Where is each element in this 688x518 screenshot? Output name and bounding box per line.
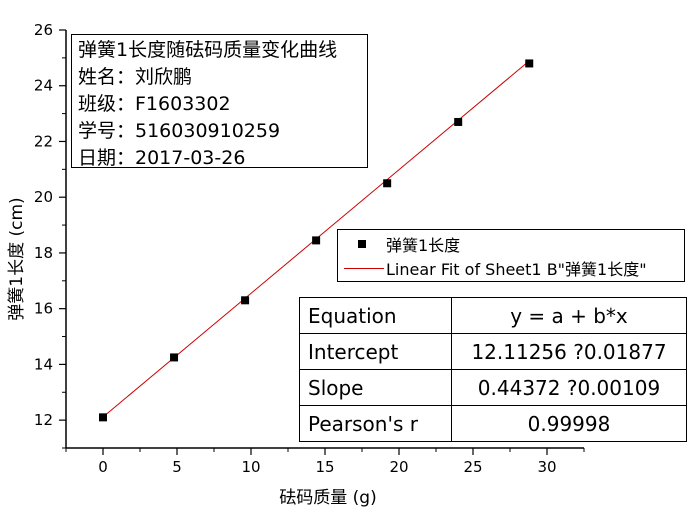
info-box: 弹簧1长度随砝码质量变化曲线 姓名：刘欣鹏 班级：F1603302 学号：516… bbox=[71, 34, 368, 169]
y-tick-label: 12 bbox=[34, 411, 53, 429]
info-title: 弹簧1长度随砝码质量变化曲线 bbox=[78, 39, 338, 61]
x-axis-title: 砝码质量 (g) bbox=[279, 488, 376, 508]
x-tick-label: 15 bbox=[315, 458, 334, 476]
info-student-id: 学号：516030910259 bbox=[78, 120, 281, 142]
x-tick-label: 25 bbox=[463, 458, 482, 476]
y-tick-label: 18 bbox=[34, 244, 53, 262]
table-row: Intercept 12.11256 ?0.01877 bbox=[299, 333, 687, 370]
y-axis-title: 弹簧1长度 (cm) bbox=[7, 197, 27, 320]
y-axis: 12 14 16 18 20 22 24 26 bbox=[34, 21, 66, 449]
legend-item-points: 弹簧1长度 bbox=[338, 232, 460, 256]
table-value: 12.11256 ?0.01877 bbox=[451, 333, 687, 370]
info-class: 班级：F1603302 bbox=[78, 93, 231, 115]
x-tick-label: 0 bbox=[98, 458, 108, 476]
table-label: Pearson's r bbox=[299, 405, 452, 442]
table-value: y = a + b*x bbox=[451, 297, 687, 334]
table-label: Intercept bbox=[299, 333, 452, 370]
x-tick-label: 10 bbox=[241, 458, 260, 476]
legend-label-points: 弹簧1长度 bbox=[386, 236, 461, 255]
table-value: 0.44372 ?0.00109 bbox=[451, 369, 687, 406]
legend: 弹簧1长度 Linear Fit of Sheet1 B"弹簧1长度" bbox=[337, 229, 685, 282]
data-point bbox=[312, 236, 321, 245]
table-value: 0.99998 bbox=[451, 405, 687, 442]
square-marker-icon bbox=[358, 240, 366, 248]
table-row: Pearson's r 0.99998 bbox=[299, 405, 687, 442]
x-tick-label: 5 bbox=[172, 458, 182, 476]
x-tick-label: 20 bbox=[389, 458, 408, 476]
y-tick-label: 22 bbox=[34, 132, 53, 150]
line-marker-icon bbox=[344, 268, 384, 269]
y-tick-label: 14 bbox=[34, 355, 53, 373]
data-point bbox=[383, 179, 392, 188]
legend-label-fit: Linear Fit of Sheet1 B"弹簧1长度" bbox=[386, 260, 647, 279]
y-tick-label: 26 bbox=[34, 21, 53, 39]
data-point bbox=[241, 296, 250, 305]
y-tick-label: 20 bbox=[34, 188, 53, 206]
data-points bbox=[99, 59, 534, 422]
y-tick-label: 24 bbox=[34, 77, 53, 95]
table-row: Equation y = a + b*x bbox=[299, 297, 687, 334]
data-point bbox=[525, 59, 534, 68]
legend-item-fit: Linear Fit of Sheet1 B"弹簧1长度" bbox=[338, 256, 647, 280]
info-date: 日期：2017-03-26 bbox=[78, 147, 246, 169]
table-label: Equation bbox=[299, 297, 452, 334]
data-point bbox=[99, 413, 107, 422]
table-label: Slope bbox=[299, 369, 452, 406]
table-row: Slope 0.44372 ?0.00109 bbox=[299, 369, 687, 406]
x-axis: 0 5 10 15 20 25 30 bbox=[65, 448, 585, 476]
data-point bbox=[170, 353, 179, 362]
fit-results-table: Equation y = a + b*x Intercept 12.11256 … bbox=[299, 297, 687, 442]
y-tick-label: 16 bbox=[34, 300, 53, 318]
info-name: 姓名：刘欣鹏 bbox=[78, 66, 193, 88]
data-point bbox=[454, 117, 463, 126]
x-tick-label: 30 bbox=[537, 458, 556, 476]
